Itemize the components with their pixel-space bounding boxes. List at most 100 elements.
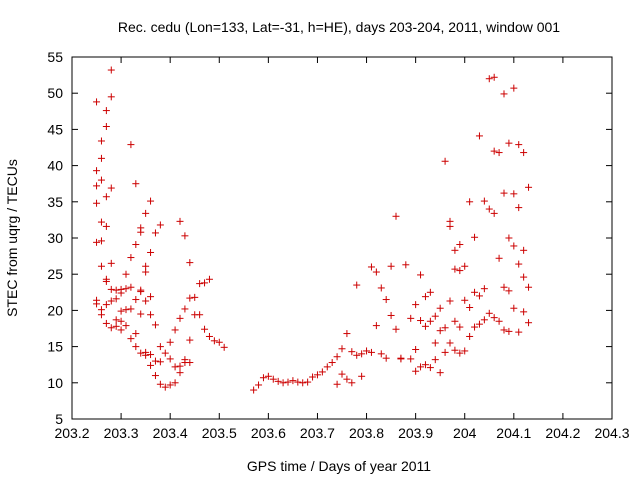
data-point [176,369,184,377]
x-tick-label: 203.9 [398,425,433,441]
data-point [279,379,287,387]
data-point [495,317,503,325]
data-point [407,355,415,363]
data-point [353,351,361,359]
data-point [358,372,366,380]
data-point [451,246,459,254]
data-point [348,348,356,356]
data-point [102,222,110,230]
data-point [147,361,155,369]
data-point [343,375,351,383]
data-point [142,209,150,217]
data-point [338,345,346,353]
data-point [515,141,523,149]
data-point [461,262,469,270]
data-point [112,322,120,330]
x-tick-label: 204.2 [545,425,580,441]
data-point [151,372,159,380]
data-point [151,321,159,329]
data-point [451,317,459,325]
data-point [107,66,115,74]
data-point [147,351,155,359]
data-point [372,322,380,330]
x-tick-label: 204.3 [594,425,629,441]
data-point [392,325,400,333]
data-point [446,339,454,347]
data-point [382,354,390,362]
data-point [186,294,194,302]
data-point [117,289,125,297]
data-point [93,182,101,190]
data-point [466,198,474,206]
data-point [102,277,110,285]
data-point [475,292,483,300]
data-point [142,297,150,305]
data-point [421,293,429,301]
data-point [412,301,420,309]
data-point [176,217,184,225]
data-point [122,270,130,278]
data-point [456,349,464,357]
data-point [132,343,140,351]
data-point [161,349,169,357]
data-point [500,189,508,197]
data-point [107,285,115,293]
data-point [112,295,120,303]
data-point [274,377,282,385]
data-point [392,212,400,220]
data-point [426,317,434,325]
data-point [510,84,518,92]
data-point [490,147,498,155]
data-point [171,363,179,371]
data-point [377,350,385,358]
data-point [166,381,174,389]
data-point [397,355,405,363]
data-point [451,265,459,273]
x-tick-label: 203.3 [104,425,139,441]
data-point [525,183,533,191]
data-point [122,285,130,293]
data-point [97,237,105,245]
data-point [431,339,439,347]
data-point [353,281,361,289]
data-point [421,322,429,330]
data-point [176,314,184,322]
data-point [510,190,518,198]
data-point [382,296,390,304]
data-point [505,234,513,242]
data-point [495,254,503,262]
data-point [431,312,439,320]
data-point [205,332,213,340]
data-point [441,324,449,332]
data-point [505,287,513,295]
data-point [93,300,101,308]
data-point [426,288,434,296]
data-point [142,351,150,359]
data-point [147,311,155,319]
y-tick-label: 35 [47,194,63,210]
data-point [97,176,105,184]
y-tick-label: 50 [47,85,63,101]
x-tick-label: 203.4 [153,425,188,441]
data-point [122,306,130,314]
y-tick-label: 55 [47,49,63,65]
x-tick-label: 204.1 [496,425,531,441]
data-point [107,184,115,192]
data-point [147,197,155,205]
y-tick-label: 45 [47,121,63,137]
data-point [456,267,464,275]
data-point [107,259,115,267]
data-point [284,378,292,386]
data-point [137,349,145,357]
data-point [122,322,130,330]
data-point [176,362,184,370]
data-point [441,348,449,356]
data-point [210,337,218,345]
data-point [466,304,474,312]
data-point [363,347,371,355]
data-point [333,380,341,388]
data-point [461,296,469,304]
data-point [456,241,464,249]
data-point [117,317,125,325]
y-tick-label: 20 [47,302,63,318]
